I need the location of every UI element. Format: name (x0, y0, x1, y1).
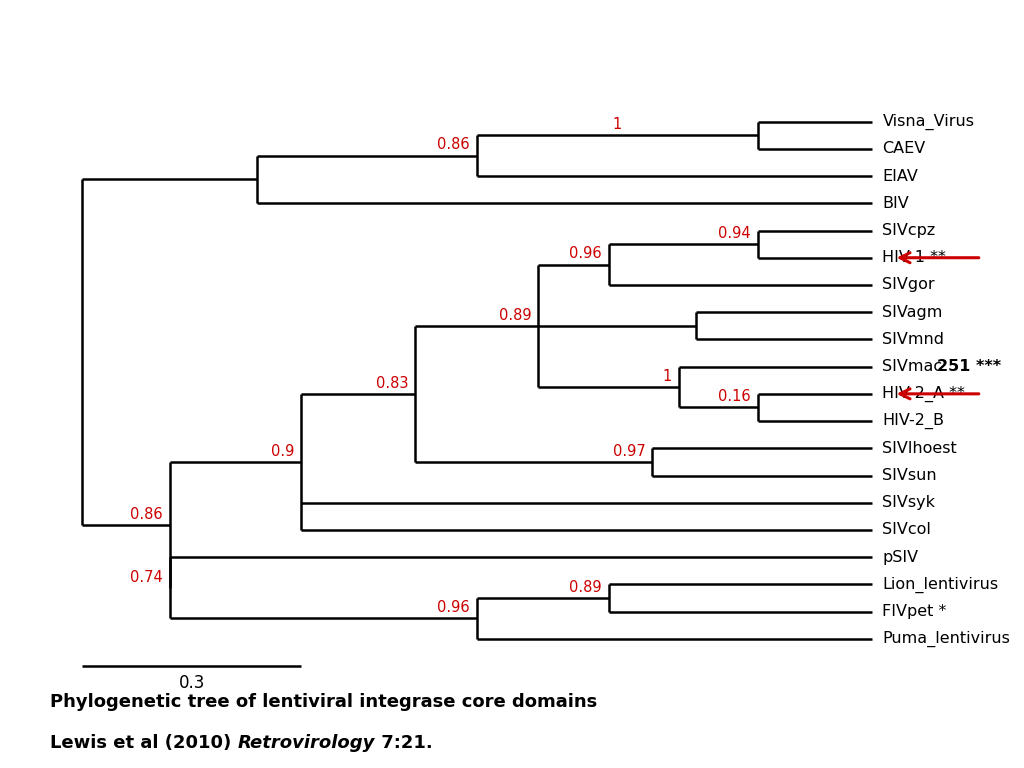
Text: HIV-2_B: HIV-2_B (883, 413, 944, 429)
Text: 0.86: 0.86 (130, 507, 163, 521)
Text: Visna_Virus: Visna_Virus (883, 114, 975, 130)
Text: 0.86: 0.86 (437, 137, 470, 152)
Text: SIVsun: SIVsun (883, 468, 937, 483)
Text: FIVpet *: FIVpet * (883, 604, 947, 619)
Text: 0.83: 0.83 (376, 376, 409, 391)
Text: 0.16: 0.16 (718, 389, 751, 404)
Text: EIAV: EIAV (883, 168, 919, 184)
Text: SIVagm: SIVagm (883, 305, 943, 319)
Text: 0.96: 0.96 (437, 600, 470, 615)
Text: SIVcol: SIVcol (883, 522, 931, 538)
Text: 0.89: 0.89 (499, 307, 531, 323)
Text: HIV-1 **: HIV-1 ** (883, 250, 946, 265)
Text: SIVlhoest: SIVlhoest (883, 441, 957, 455)
Text: 7:21.: 7:21. (375, 734, 432, 753)
Text: Puma_lentivirus: Puma_lentivirus (883, 631, 1011, 647)
Text: Phylogenetic tree of lentiviruses: Phylogenetic tree of lentiviruses (131, 27, 893, 71)
Text: Phylogenetic tree of lentiviral integrase core domains: Phylogenetic tree of lentiviral integras… (50, 693, 597, 710)
Text: 0.3: 0.3 (178, 674, 205, 692)
Text: 0.9: 0.9 (271, 444, 294, 458)
Text: SIVcpz: SIVcpz (883, 223, 936, 238)
Text: 0.96: 0.96 (569, 247, 601, 261)
Text: Lewis et al (2010): Lewis et al (2010) (50, 734, 238, 753)
Text: SIVsyk: SIVsyk (883, 495, 935, 510)
Text: 0.89: 0.89 (569, 580, 601, 594)
Text: 1: 1 (612, 117, 622, 132)
Text: 251 ***: 251 *** (937, 359, 1000, 374)
Text: 0.74: 0.74 (130, 570, 163, 584)
Text: Retrovirology: Retrovirology (238, 734, 375, 753)
Text: 1: 1 (663, 369, 672, 384)
Text: pSIV: pSIV (883, 550, 919, 564)
Text: SIVmnd: SIVmnd (883, 332, 944, 347)
Text: BIV: BIV (883, 196, 909, 210)
Text: HIV-2_A **: HIV-2_A ** (883, 386, 966, 402)
Text: Lion_lentivirus: Lion_lentivirus (883, 576, 998, 592)
Text: SIVmac: SIVmac (883, 359, 942, 374)
Text: 0.97: 0.97 (612, 444, 645, 458)
Text: 0.94: 0.94 (718, 226, 751, 241)
Text: CAEV: CAEV (883, 141, 926, 157)
Text: SIVgor: SIVgor (883, 277, 935, 293)
